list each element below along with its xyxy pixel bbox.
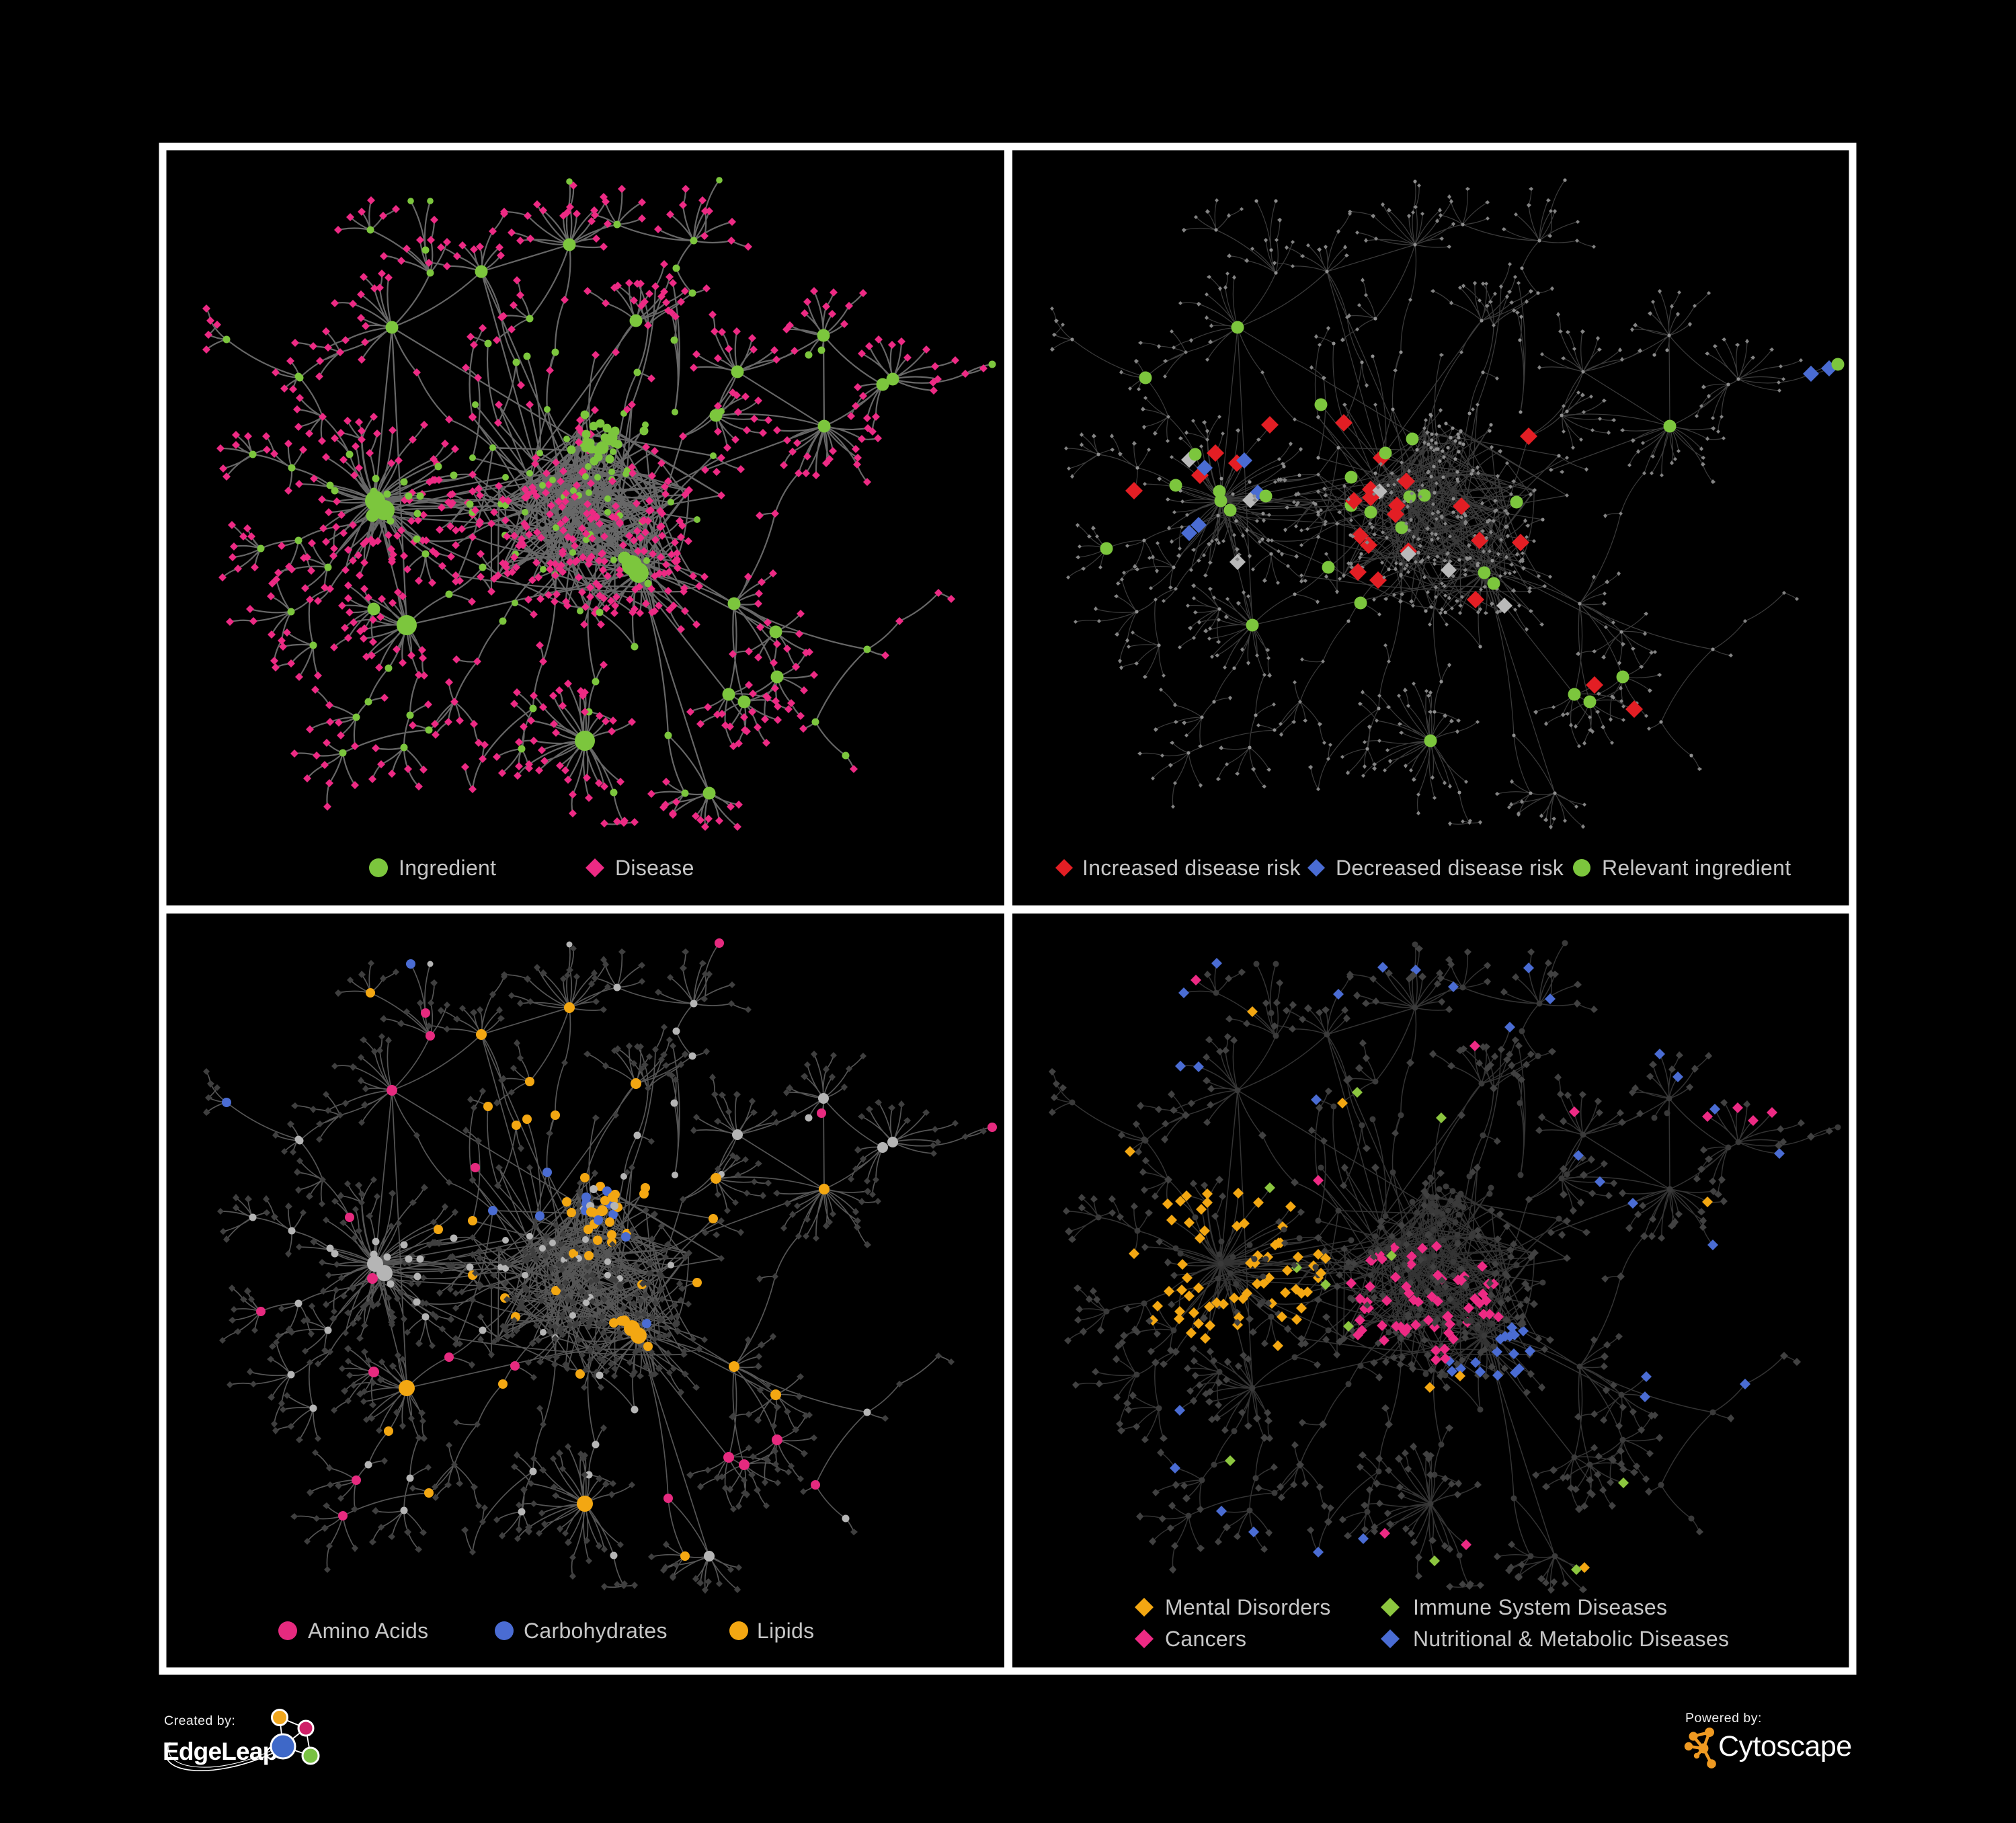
svg-text:Disease: Disease <box>615 856 694 880</box>
svg-text:Immune System Diseases: Immune System Diseases <box>1413 1595 1667 1619</box>
svg-text:Ingredient: Ingredient <box>399 856 496 880</box>
svg-text:Created by:: Created by: <box>164 1713 235 1728</box>
svg-text:Carbohydrates: Carbohydrates <box>524 1619 668 1643</box>
svg-text:Amino Acids: Amino Acids <box>308 1619 428 1643</box>
svg-text:Nutritional & Metabolic Diseas: Nutritional & Metabolic Diseases <box>1413 1627 1729 1651</box>
svg-text:Lipids: Lipids <box>757 1619 814 1643</box>
svg-text:Cancers: Cancers <box>1165 1627 1246 1651</box>
svg-text:EdgeLeap: EdgeLeap <box>163 1738 278 1765</box>
svg-text:Decreased disease risk: Decreased disease risk <box>1336 856 1564 880</box>
svg-text:Powered by:: Powered by: <box>1685 1711 1762 1726</box>
svg-text:Mental Disorders: Mental Disorders <box>1165 1595 1331 1619</box>
svg-text:Increased disease risk: Increased disease risk <box>1082 856 1301 880</box>
svg-text:Relevant ingredient: Relevant ingredient <box>1602 856 1791 880</box>
svg-text:Cytoscape: Cytoscape <box>1718 1730 1852 1763</box>
